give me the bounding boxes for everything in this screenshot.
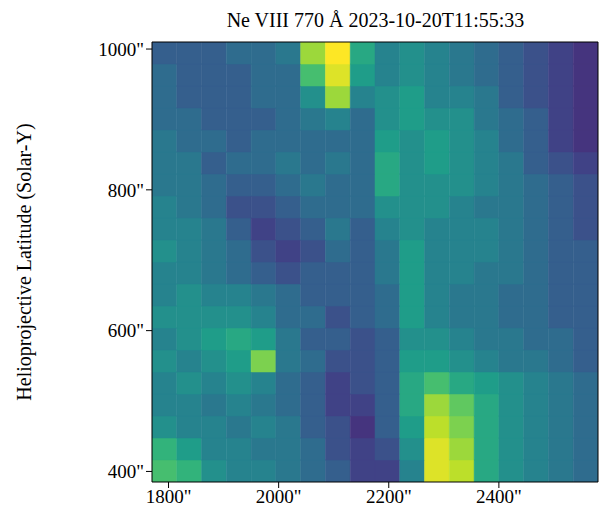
svg-text:Helioprojective Latitude (Sola: Helioprojective Latitude (Solar-Y) [13,123,36,400]
svg-text:1000": 1000" [98,39,144,60]
svg-text:600": 600" [108,320,144,341]
svg-text:1800": 1800" [146,486,192,507]
svg-text:2000": 2000" [256,486,302,507]
html-text:Ne VIII 770 Å 2023-10-20T11:55: Ne VIII 770 Å 2023-10-20T11:55:33 [226,9,525,31]
svg-text:2200": 2200" [366,486,412,507]
svg-text:800": 800" [108,180,144,201]
svg-text:400": 400" [108,461,144,482]
svg-text:2400": 2400" [476,486,522,507]
